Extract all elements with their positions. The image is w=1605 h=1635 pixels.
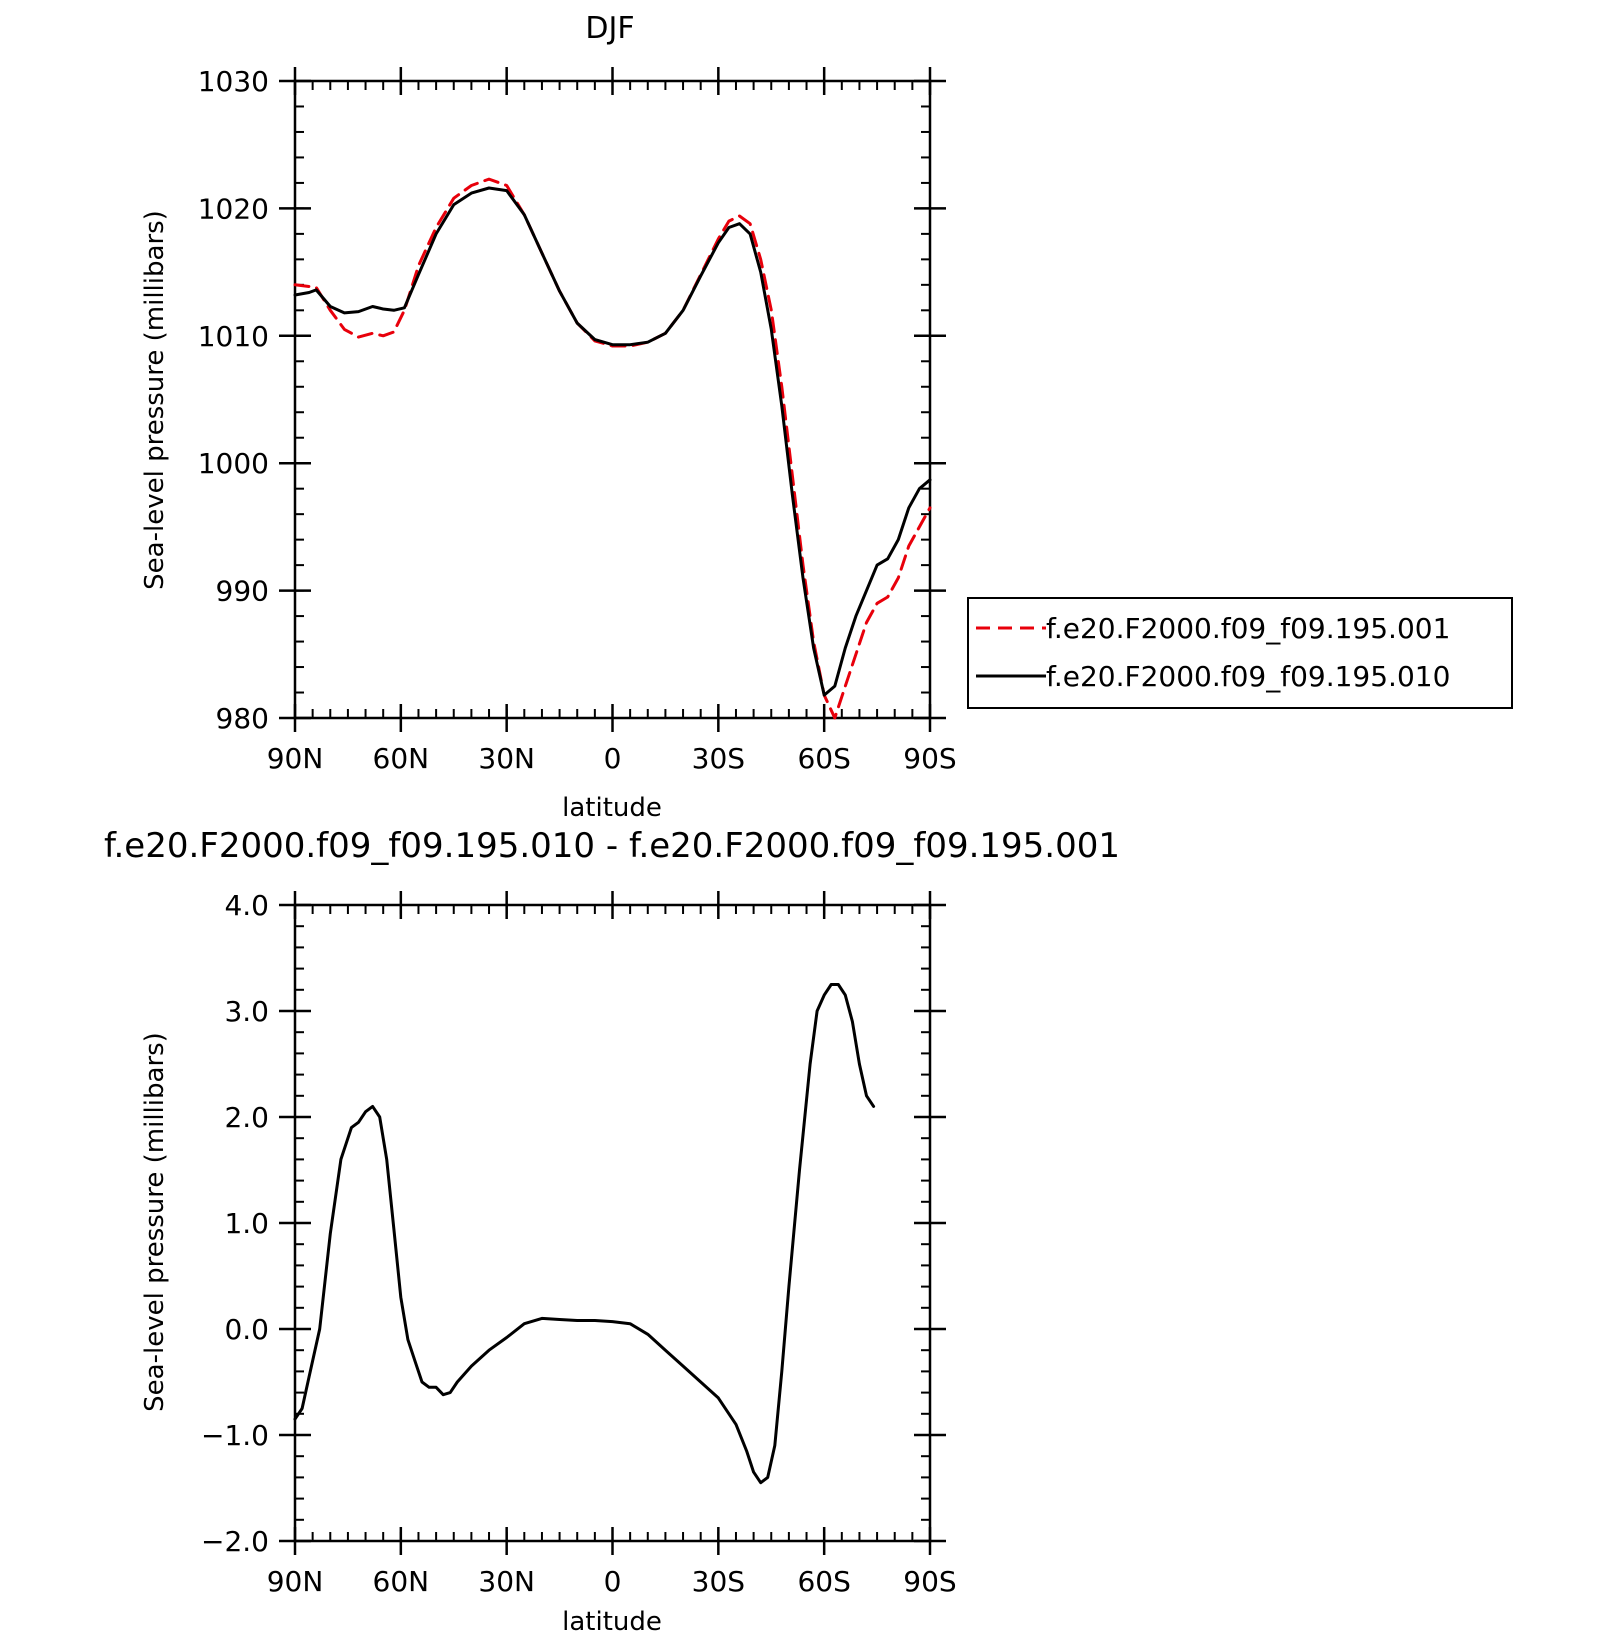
bottom-chart-title: f.e20.F2000.f09_f09.195.010 - f.e20.F200…	[104, 826, 1120, 866]
bottom-plot-frame	[293, 903, 932, 1543]
top-panel: DJF Sea-level pressure (millibars) 90N 60…	[140, 11, 1513, 823]
legend-label-series-1: f.e20.F2000.f09_f09.195.001	[1046, 612, 1450, 645]
top-y-tick-label: 1020	[198, 192, 269, 225]
bottom-y-tick-label: −1.0	[201, 1419, 269, 1452]
top-y-axis-label: Sea-level pressure (millibars)	[140, 210, 170, 590]
bottom-y-tick-label: 0.0	[224, 1313, 269, 1346]
top-series-line-2	[293, 186, 932, 697]
bottom-y-axis-label: Sea-level pressure (millibars)	[140, 1032, 170, 1412]
bottom-x-tick-label: 60S	[797, 1565, 850, 1598]
bottom-y-tick-label: 1.0	[224, 1207, 269, 1240]
bottom-panel: f.e20.F2000.f09_f09.195.010 - f.e20.F200…	[104, 826, 1120, 1635]
legend: f.e20.F2000.f09_f09.195.001 f.e20.F2000.…	[967, 597, 1513, 709]
bottom-y-tick-label: 4.0	[224, 889, 269, 922]
bottom-x-tick-label: 30S	[692, 1565, 745, 1598]
bottom-y-tick-label: −2.0	[201, 1525, 269, 1558]
bottom-x-tick-label: 60N	[373, 1565, 430, 1598]
bottom-y-tick-label: 2.0	[224, 1101, 269, 1134]
top-x-tick-label: 60S	[797, 742, 850, 775]
bottom-x-tick-label: 90S	[903, 1565, 956, 1598]
bottom-x-axis-label: latitude	[562, 1607, 662, 1635]
top-series-line-1	[293, 177, 932, 720]
top-x-tick-label: 0	[604, 742, 622, 775]
legend-label-series-2: f.e20.F2000.f09_f09.195.010	[1046, 660, 1450, 693]
bottom-x-tick-label: 0	[604, 1565, 622, 1598]
top-x-tick-label: 30N	[478, 742, 535, 775]
legend-box	[967, 597, 1513, 709]
bottom-series-line-1	[293, 983, 876, 1485]
top-x-tick-label: 90S	[903, 742, 956, 775]
top-y-tick-label: 980	[216, 702, 269, 735]
top-x-tick-label: 30S	[692, 742, 745, 775]
bottom-x-tick-label: 90N	[267, 1565, 324, 1598]
bottom-y-tick-label: 3.0	[224, 995, 269, 1028]
bottom-x-tick-label: 30N	[478, 1565, 535, 1598]
top-y-tick-label: 1010	[198, 320, 269, 353]
top-plot-area: 90N 60N 30N 0 30S 60S 90S 1030 1020 1010 1000 990 98…	[198, 65, 957, 775]
top-chart-title: DJF	[585, 11, 634, 46]
top-y-tick-label: 990	[216, 575, 269, 608]
top-plot-frame	[293, 79, 932, 720]
top-y-tick-label: 1000	[198, 447, 269, 480]
bottom-plot-area: 90N 60N 30N 0 30S 60S 90S 4.0 3.0 2.0 1.0 0.0 −1.0 −2…	[201, 889, 957, 1598]
top-y-tick-label: 1030	[198, 65, 269, 98]
top-x-axis-label: latitude	[562, 793, 662, 823]
top-x-tick-label: 60N	[373, 742, 430, 775]
top-x-tick-label: 90N	[267, 742, 324, 775]
